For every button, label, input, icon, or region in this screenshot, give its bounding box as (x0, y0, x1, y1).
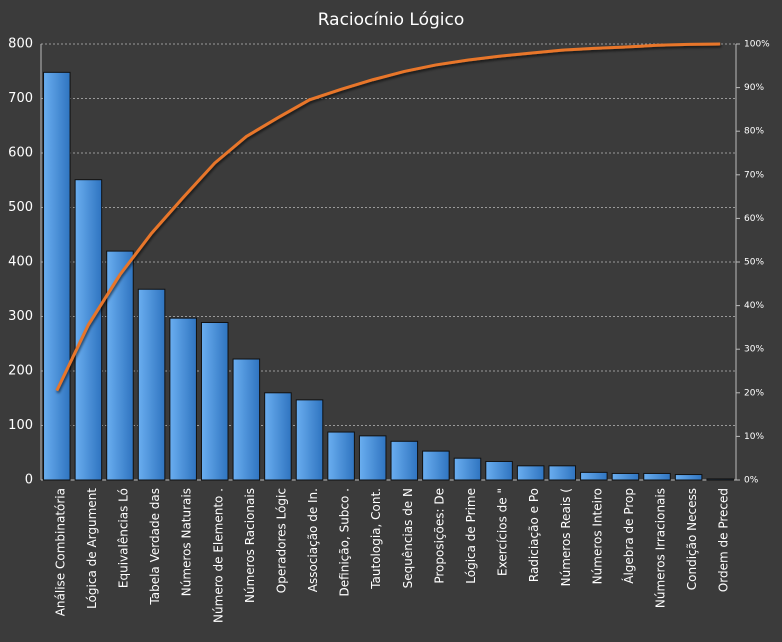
x-tick-label: Álgebra de Prop (621, 488, 636, 584)
bar (422, 450, 450, 481)
bar (264, 392, 292, 481)
y-tick-label: 0 (25, 473, 33, 488)
y-tick-label: 300 (8, 309, 33, 324)
x-tick-label: Números Irracionais (654, 488, 668, 608)
y-tick-label: 100 (8, 418, 33, 433)
y-tick-label: 400 (8, 255, 33, 270)
y2-tick-label: 20% (744, 388, 764, 398)
bar (106, 250, 134, 481)
y-tick-label: 600 (8, 146, 33, 161)
x-tick-label: Operadores Lógic (274, 488, 288, 593)
x-tick-label: Associação de In. (306, 488, 320, 592)
bar (643, 472, 671, 481)
y2-tick-label: 100% (744, 40, 770, 50)
bar (580, 471, 608, 481)
bar (485, 460, 513, 481)
x-tick-label: Lógica de Prime (464, 488, 478, 584)
y-tick-label: 700 (8, 91, 33, 106)
bar (548, 465, 577, 481)
x-tick-label: Exercícios de " (496, 488, 510, 576)
bar (611, 472, 640, 481)
x-tick-label: Lógica de Argument (85, 488, 99, 609)
y-tick-label: 800 (8, 37, 33, 52)
y2-tick-label: 70% (744, 170, 764, 180)
x-tick-label: Números Racionais (243, 488, 257, 603)
x-tick-label: Equivalências Ló (116, 488, 130, 588)
bar (43, 71, 71, 481)
bar (137, 288, 166, 481)
chart-title: Raciocínio Lógico (318, 10, 465, 30)
x-tick-label: Tabela Verdade das (148, 488, 162, 606)
x-tick-label: Sequências de N (401, 488, 415, 588)
x-tick-label: Condição Necess (685, 488, 699, 590)
y2-tick-label: 90% (744, 83, 764, 93)
x-tick-label: Números Inteiro (590, 488, 604, 584)
bar (232, 358, 261, 481)
bar (74, 179, 103, 481)
x-tick-label: Tautologia, Cont. (369, 488, 383, 590)
bar (200, 321, 229, 481)
bar (327, 431, 355, 481)
bar (169, 317, 197, 481)
x-tick-label: Números Reais ( (559, 488, 573, 586)
y2-tick-label: 30% (744, 345, 764, 355)
y-tick-label: 500 (8, 200, 33, 215)
bar (453, 457, 482, 481)
y2-tick-label: 50% (744, 258, 764, 268)
bar (706, 478, 734, 481)
bar (295, 399, 324, 481)
x-tick-label: Proposições: De (432, 488, 446, 584)
bar (674, 474, 703, 481)
x-tick-label: Número de Elemento . (211, 488, 225, 623)
bar (358, 435, 387, 481)
y2-tick-label: 60% (744, 214, 764, 224)
bar (516, 465, 545, 481)
x-tick-label: Números Naturais (180, 488, 194, 596)
cumulative-line (55, 42, 721, 392)
y2-tick-label: 0% (744, 476, 759, 486)
x-tick-label: Definição, Subco . (338, 488, 352, 596)
bar (390, 440, 419, 481)
y2-tick-label: 40% (744, 301, 764, 311)
y2-tick-label: 80% (744, 127, 764, 137)
x-tick-label: Radiciação e Po (527, 488, 541, 582)
x-tick-label: Ordem de Preced (717, 488, 731, 592)
y2-tick-label: 10% (744, 432, 764, 442)
y-tick-label: 200 (8, 364, 33, 379)
x-tick-label: Análise Combinatória (53, 488, 67, 616)
